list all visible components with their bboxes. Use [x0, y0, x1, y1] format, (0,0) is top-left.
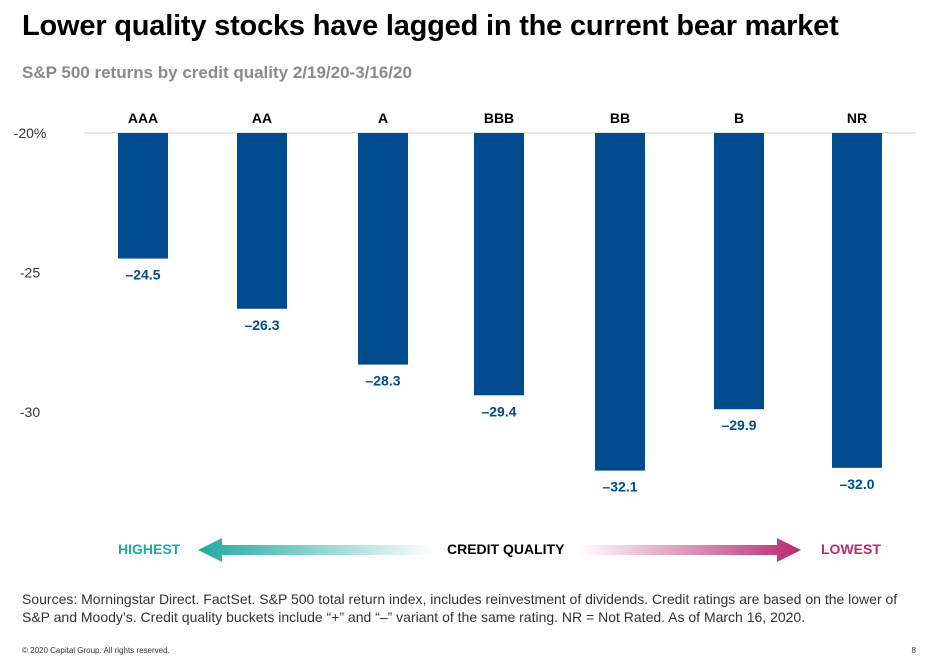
legend-credit-quality-label: CREDIT QUALITY	[447, 541, 565, 557]
arrow-left-icon	[198, 538, 435, 562]
legend-highest-label: HIGHEST	[118, 541, 181, 557]
bar-nr	[832, 133, 882, 468]
chart-subtitle: S&P 500 returns by credit quality 2/19/2…	[22, 63, 412, 82]
value-label: –29.4	[481, 403, 516, 419]
arrow-right-icon	[577, 538, 801, 562]
value-label: –32.1	[602, 479, 637, 495]
category-label: BBB	[484, 110, 514, 126]
bar-bbb	[474, 133, 524, 396]
bar-bb	[595, 133, 645, 471]
sources-note: Sources: Morningstar Direct. FactSet. S&…	[22, 591, 898, 625]
legend-lowest-label: LOWEST	[821, 541, 881, 557]
value-label: –24.5	[125, 267, 160, 283]
bar-aaa	[118, 133, 168, 259]
category-label: A	[378, 110, 388, 126]
category-label: BB	[610, 110, 630, 126]
value-label: –26.3	[244, 317, 279, 333]
y-tick-label: -20%	[14, 125, 47, 141]
credit-quality-legend: HIGHEST CREDIT QUALITY LOWEST	[0, 530, 930, 570]
bar-b	[714, 133, 764, 410]
category-label: AAA	[128, 110, 158, 126]
value-label: –32.0	[839, 476, 874, 492]
category-label: B	[734, 110, 744, 126]
category-label: AA	[252, 110, 272, 126]
page-number: 8	[911, 646, 916, 655]
value-label: –28.3	[365, 373, 400, 389]
y-tick-label: -25	[20, 265, 40, 281]
value-label: –29.9	[721, 417, 756, 433]
copyright-footer: © 2020 Capital Group. All rights reserve…	[22, 646, 170, 655]
chart-title: Lower quality stocks have lagged in the …	[22, 10, 839, 42]
bar-chart: -20%-25-30AAA–24.5AA–26.3A–28.3BBB–29.4B…	[14, 110, 916, 495]
category-label: NR	[847, 110, 867, 126]
bar-a	[358, 133, 408, 365]
y-tick-label: -30	[20, 404, 40, 420]
bar-aa	[237, 133, 287, 309]
